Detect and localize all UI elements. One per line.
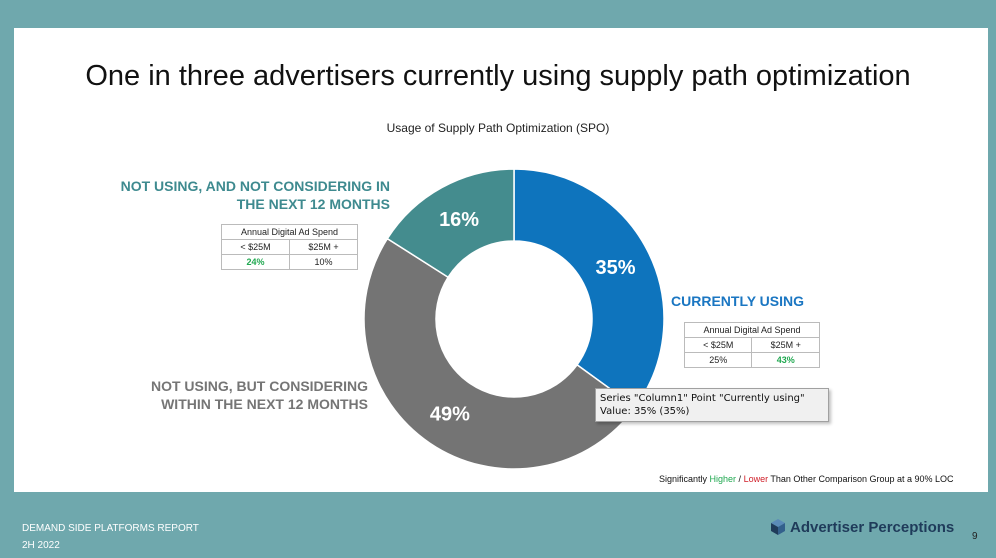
label-currently-using: CURRENTLY USING bbox=[671, 293, 805, 309]
footnote-higher: Higher bbox=[709, 474, 737, 484]
spend-table-currently-using: Annual Digital Ad Spend < $25M $25M + 25… bbox=[683, 322, 820, 368]
spend-value-25m-plus: 43% bbox=[751, 352, 820, 368]
cube-logo-icon bbox=[771, 519, 785, 535]
label-considering-line2: WITHIN THE NEXT 12 MONTHS bbox=[161, 396, 368, 412]
page-number: 9 bbox=[972, 531, 978, 542]
chart-tooltip: Series "Column1" Point "Currently using"… bbox=[595, 388, 829, 422]
spend-value-under-25m: 24% bbox=[221, 254, 290, 270]
spend-col-25m-plus: $25M + bbox=[751, 337, 820, 353]
donut-slice-currently-using[interactable] bbox=[513, 168, 665, 409]
slice-value-label-currently-using: 35% bbox=[596, 257, 636, 279]
significance-footnote: Significantly Higher / Lower Than Other … bbox=[659, 474, 954, 484]
report-period: 2H 2022 bbox=[22, 540, 60, 551]
tooltip-value-line: Value: 35% (35%) bbox=[600, 406, 690, 417]
slice-value-label-considering: 49% bbox=[430, 403, 470, 425]
spend-col-under-25m: < $25M bbox=[683, 337, 753, 353]
spend-table-header: Annual Digital Ad Spend bbox=[221, 224, 358, 240]
spend-value-under-25m: 25% bbox=[683, 352, 753, 368]
label-not-considering-line1: NOT USING, AND NOT CONSIDERING IN bbox=[120, 178, 390, 194]
donut-slice-not-considering[interactable] bbox=[386, 168, 515, 279]
brand-logo: Advertiser Perceptions bbox=[769, 518, 954, 536]
spend-table-header: Annual Digital Ad Spend bbox=[684, 322, 820, 338]
label-not-considering: NOT USING, AND NOT CONSIDERING IN THE NE… bbox=[90, 177, 390, 213]
label-not-considering-line2: THE NEXT 12 MONTHS bbox=[236, 196, 390, 212]
slice-value-label-not-considering: 16% bbox=[439, 209, 479, 231]
footnote-lower: Lower bbox=[743, 474, 769, 484]
brand-name: Advertiser Perceptions bbox=[790, 518, 955, 536]
donut-slice-considering[interactable] bbox=[363, 237, 637, 470]
report-info: DEMAND SIDE PLATFORMS REPORT 2H 2022 bbox=[22, 520, 199, 554]
spend-value-25m-plus: 10% bbox=[288, 254, 359, 270]
spend-col-under-25m: < $25M bbox=[221, 239, 290, 255]
label-considering: NOT USING, BUT CONSIDERING WITHIN THE NE… bbox=[68, 377, 368, 413]
spend-col-25m-plus: $25M + bbox=[288, 239, 359, 255]
chart-title: Usage of Supply Path Optimization (SPO) bbox=[386, 121, 610, 135]
footnote-separator: / bbox=[736, 474, 744, 484]
footnote-suffix: Than Other Comparison Group at a 90% LOC bbox=[768, 474, 954, 484]
footnote-prefix: Significantly bbox=[659, 474, 710, 484]
tooltip-series-line: Series "Column1" Point "Currently using" bbox=[600, 393, 805, 404]
label-considering-line1: NOT USING, BUT CONSIDERING bbox=[150, 378, 368, 394]
report-name: DEMAND SIDE PLATFORMS REPORT bbox=[22, 523, 199, 534]
slide-title: One in three advertisers currently using… bbox=[85, 60, 911, 92]
spend-table-not-considering: Annual Digital Ad Spend < $25M $25M + 24… bbox=[221, 224, 359, 270]
